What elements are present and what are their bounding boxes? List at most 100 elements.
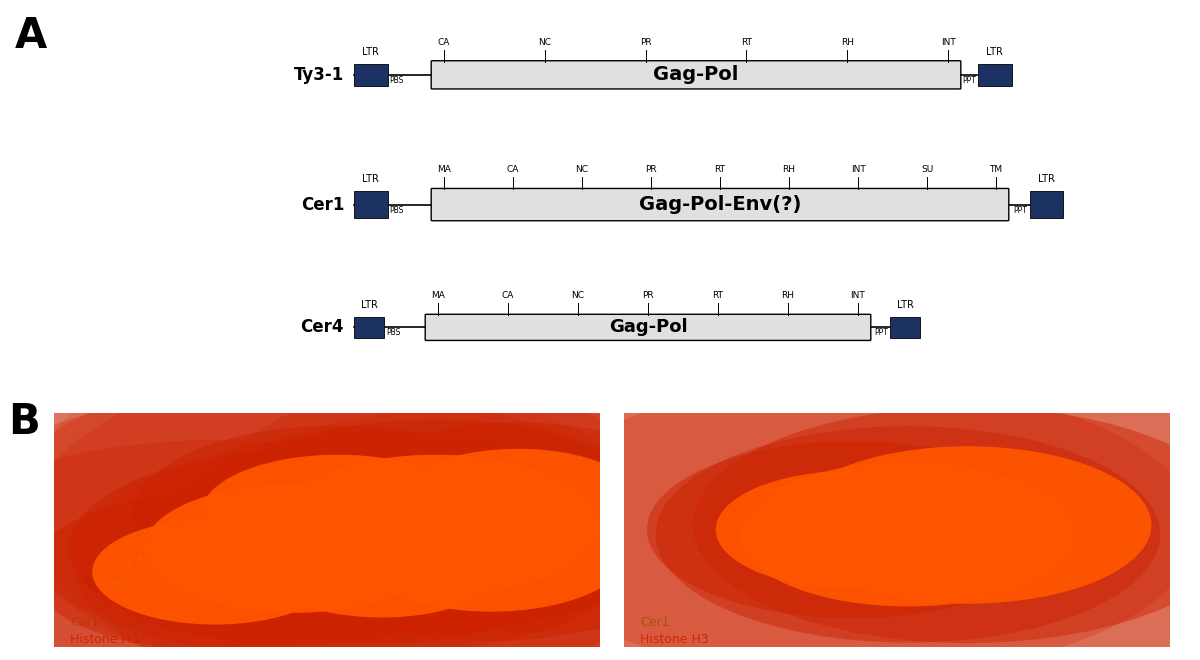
Point <box>222 567 241 578</box>
Point <box>295 539 314 549</box>
Ellipse shape <box>302 294 1200 660</box>
Point <box>169 562 188 572</box>
Point <box>336 516 355 527</box>
Point <box>310 537 329 547</box>
Point <box>276 558 295 569</box>
Point <box>332 548 352 558</box>
Point <box>266 506 286 517</box>
Point <box>203 531 222 542</box>
Point <box>210 550 229 561</box>
Point <box>310 496 329 506</box>
Point <box>325 510 344 521</box>
Point <box>131 555 150 566</box>
Ellipse shape <box>235 246 1200 660</box>
Point <box>163 579 182 589</box>
Point <box>317 548 336 559</box>
Ellipse shape <box>150 407 832 660</box>
Point <box>119 554 138 565</box>
Point <box>198 548 217 559</box>
Point <box>325 546 344 556</box>
Text: MA: MA <box>431 291 445 300</box>
Point <box>260 539 280 549</box>
Point <box>266 548 286 559</box>
Ellipse shape <box>272 455 600 595</box>
Bar <box>354 63 388 86</box>
Text: Cer4: Cer4 <box>300 318 344 337</box>
Text: Histone H3: Histone H3 <box>71 633 139 645</box>
Point <box>109 579 128 590</box>
Point <box>306 494 325 505</box>
Point <box>188 576 208 586</box>
Ellipse shape <box>0 290 895 660</box>
Ellipse shape <box>739 462 1076 607</box>
Ellipse shape <box>211 370 826 634</box>
Point <box>284 504 304 514</box>
Point <box>199 575 218 585</box>
Point <box>246 517 265 528</box>
Ellipse shape <box>509 382 1198 660</box>
Text: LTR: LTR <box>986 47 1003 57</box>
Point <box>145 564 164 575</box>
Text: PBS: PBS <box>390 206 404 214</box>
Ellipse shape <box>354 494 628 612</box>
Text: Cer1: Cer1 <box>71 616 100 630</box>
Point <box>324 492 343 503</box>
Point <box>148 557 167 568</box>
Point <box>254 527 274 537</box>
Text: RH: RH <box>841 38 853 47</box>
Ellipse shape <box>785 446 1152 604</box>
Text: PPT: PPT <box>1014 206 1027 214</box>
Point <box>116 570 136 580</box>
Text: INT: INT <box>851 291 865 300</box>
Point <box>210 528 229 539</box>
Point <box>314 544 334 554</box>
Point <box>204 522 223 533</box>
Ellipse shape <box>92 519 338 624</box>
Text: PR: PR <box>642 291 654 300</box>
Text: TM: TM <box>990 165 1002 174</box>
Text: INT: INT <box>941 38 955 47</box>
Ellipse shape <box>0 367 679 660</box>
Point <box>258 554 277 565</box>
Point <box>197 533 216 543</box>
Point <box>221 552 240 562</box>
Point <box>137 576 156 586</box>
Point <box>268 511 287 521</box>
Point <box>181 537 200 548</box>
Point <box>280 539 299 549</box>
Point <box>196 581 215 591</box>
Point <box>320 517 340 527</box>
Point <box>178 529 197 540</box>
Text: Gag-Pol: Gag-Pol <box>653 65 739 84</box>
Ellipse shape <box>286 465 696 641</box>
Point <box>335 511 354 521</box>
Text: PR: PR <box>640 38 652 47</box>
Point <box>142 555 161 566</box>
Point <box>228 546 247 557</box>
Point <box>233 573 252 583</box>
Ellipse shape <box>26 290 1009 660</box>
Point <box>204 521 223 532</box>
Ellipse shape <box>715 471 991 589</box>
Text: SU: SU <box>920 165 934 174</box>
Point <box>222 527 241 537</box>
Point <box>158 564 178 574</box>
Point <box>205 566 224 577</box>
Text: wild type: wild type <box>342 424 421 439</box>
Text: RT: RT <box>714 165 726 174</box>
Point <box>264 519 283 529</box>
Point <box>158 560 178 570</box>
Point <box>175 546 194 557</box>
Point <box>265 506 284 517</box>
Point <box>245 554 264 565</box>
Ellipse shape <box>259 512 504 618</box>
Ellipse shape <box>133 426 542 601</box>
Ellipse shape <box>85 462 569 597</box>
Point <box>314 531 334 541</box>
Point <box>192 557 211 568</box>
Point <box>139 570 158 580</box>
Point <box>192 551 211 562</box>
FancyBboxPatch shape <box>425 314 871 341</box>
Point <box>256 558 275 568</box>
Text: PPT: PPT <box>962 76 976 85</box>
